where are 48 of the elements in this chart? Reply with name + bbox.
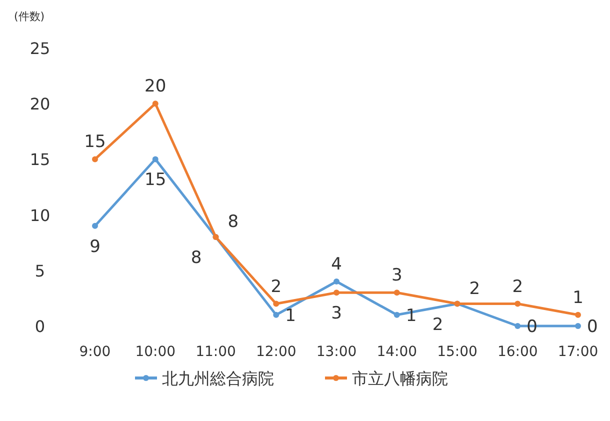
point: [514, 323, 521, 329]
point: [273, 300, 280, 307]
point: [334, 290, 340, 296]
legend-label: 北九州総合病院: [162, 369, 274, 388]
x-tick-label: 17:00: [558, 344, 598, 360]
point: [394, 290, 400, 296]
x-tick-label: 9:00: [79, 344, 111, 360]
point: [92, 222, 98, 229]
point: [575, 323, 581, 329]
data-label: 9: [90, 236, 100, 257]
y-axis-title: (件数): [14, 10, 45, 23]
data-label: 15: [84, 132, 106, 152]
data-label: 2: [432, 314, 444, 335]
data-label: 15: [144, 170, 166, 190]
legend-label: 市立八幡病院: [352, 369, 448, 388]
data-label: 1: [285, 306, 296, 326]
data-label: 20: [144, 76, 166, 97]
data-label: 2: [512, 276, 524, 297]
point: [334, 278, 340, 285]
data-label: 0: [587, 317, 598, 337]
y-tick-label: 0: [34, 317, 46, 336]
x-tick-label: 14:00: [376, 344, 418, 360]
point: [152, 156, 158, 162]
data-label: 3: [331, 304, 342, 324]
point: [273, 312, 280, 318]
point: [514, 300, 521, 307]
x-tick-label: 12:00: [256, 344, 296, 360]
point: [92, 156, 98, 162]
y-tick-label: 20: [30, 94, 50, 114]
data-label: 4: [331, 254, 342, 275]
data-label: 2: [469, 278, 480, 299]
y-tick-label: 10: [30, 206, 50, 225]
x-tick-label: 15:00: [437, 344, 478, 360]
data-label: 1: [572, 288, 584, 308]
x-tick-label: 16:00: [497, 344, 538, 360]
point: [152, 100, 158, 107]
point: [575, 312, 581, 318]
y-tick-label: 5: [34, 261, 46, 280]
y-tick-label: 25: [30, 39, 50, 58]
y-tick-label: 15: [30, 150, 50, 170]
x-tick-label: 10:00: [135, 344, 176, 360]
data-label: 8: [228, 212, 239, 232]
data-label: 2: [270, 276, 282, 297]
data-label: 8: [190, 248, 202, 268]
x-tick-label: 13:00: [316, 344, 357, 360]
data-label: 3: [391, 266, 402, 286]
x-tick-label: 11:00: [196, 344, 236, 360]
point: [394, 312, 400, 318]
